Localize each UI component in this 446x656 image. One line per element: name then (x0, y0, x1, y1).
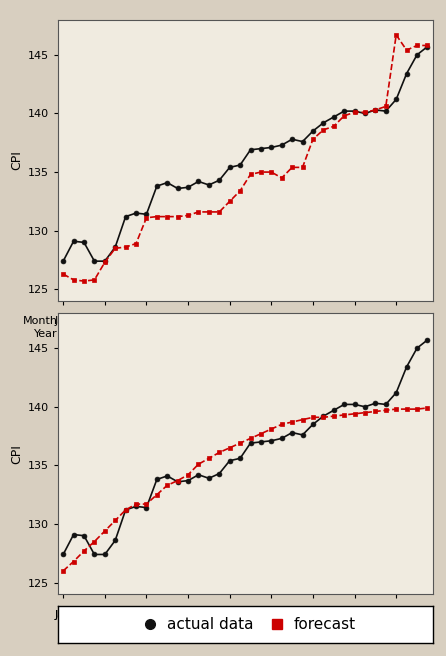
Text: 2012: 2012 (188, 622, 216, 632)
Text: Month: Month (23, 316, 58, 326)
Text: Jan: Jan (54, 609, 72, 620)
Text: Sep: Sep (136, 609, 157, 620)
Text: Sep: Sep (386, 609, 407, 620)
Text: Jan: Jan (304, 609, 322, 620)
Text: Jan: Jan (54, 609, 72, 620)
Y-axis label: CPI: CPI (11, 443, 24, 464)
Text: Sep: Sep (261, 609, 282, 620)
Text: 2013: 2013 (313, 329, 341, 338)
Text: May: May (218, 316, 241, 326)
Text: Jan: Jan (54, 316, 72, 326)
Text: May: May (218, 609, 241, 620)
Text: 2011: 2011 (63, 329, 91, 338)
Text: May: May (343, 609, 366, 620)
Text: May: May (93, 316, 116, 326)
Text: Year: Year (34, 329, 58, 338)
Text: Sep: Sep (386, 316, 407, 326)
Text: 2013: 2013 (313, 622, 341, 632)
Text: Sep: Sep (136, 316, 157, 326)
Text: May: May (93, 609, 116, 620)
Text: May: May (343, 316, 366, 326)
Text: Jan: Jan (304, 316, 322, 326)
Text: 2011: 2011 (63, 622, 91, 632)
Text: Jan: Jan (179, 609, 197, 620)
Y-axis label: CPI: CPI (11, 150, 24, 171)
Text: 2012: 2012 (188, 329, 216, 338)
Legend: actual data, forecast: actual data, forecast (129, 611, 362, 638)
Text: Jan: Jan (179, 316, 197, 326)
Text: Sep: Sep (261, 316, 282, 326)
